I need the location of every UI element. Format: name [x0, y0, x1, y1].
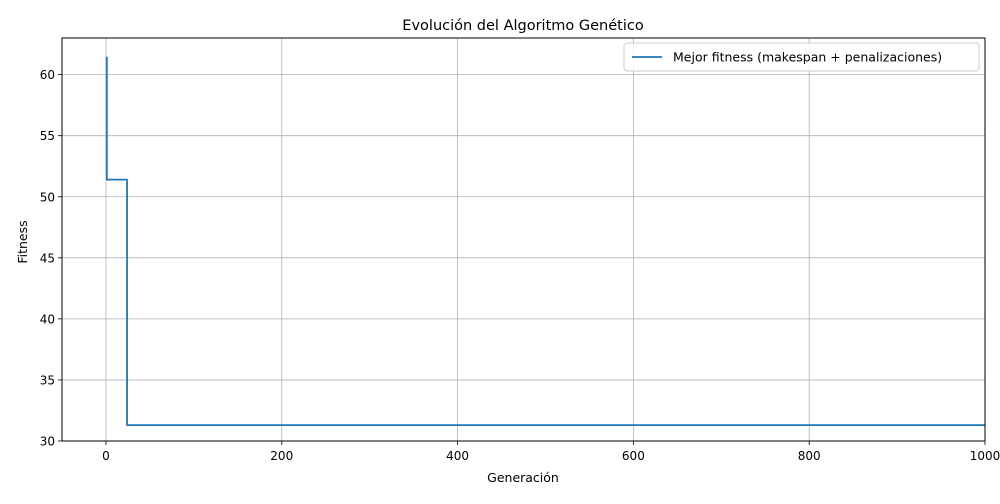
- legend-label: Mejor fitness (makespan + penalizaciones…: [673, 50, 942, 65]
- chart-title: Evolución del Algoritmo Genético: [402, 18, 644, 34]
- x-tick-label: 1000: [970, 449, 1000, 463]
- ticks: 0 200 400 600 800 1000 30 35 40 45 50 55 60: [40, 68, 1000, 463]
- y-axis-label: Fitness: [15, 220, 30, 263]
- x-tick-label: 600: [622, 449, 645, 463]
- y-tick-label: 40: [40, 312, 55, 326]
- y-tick-label: 45: [40, 251, 55, 265]
- x-tick-label: 800: [798, 449, 821, 463]
- plot-frame: [61, 37, 986, 442]
- y-tick-label: 60: [40, 68, 55, 82]
- x-tick-label: 400: [446, 449, 469, 463]
- x-tick-label: 200: [270, 449, 293, 463]
- y-tick-label: 55: [40, 129, 55, 143]
- x-tick-label: 0: [102, 449, 110, 463]
- series-layer: [105, 56, 985, 427]
- legend-box: [623, 42, 980, 72]
- x-axis-label: Generación: [487, 470, 559, 485]
- legend: Mejor fitness (makespan + penalizaciones…: [623, 42, 980, 72]
- y-tick-label: 30: [40, 435, 55, 449]
- series-line: [105, 56, 985, 427]
- y-tick-label: 35: [40, 373, 55, 387]
- y-tick-label: 50: [40, 190, 55, 204]
